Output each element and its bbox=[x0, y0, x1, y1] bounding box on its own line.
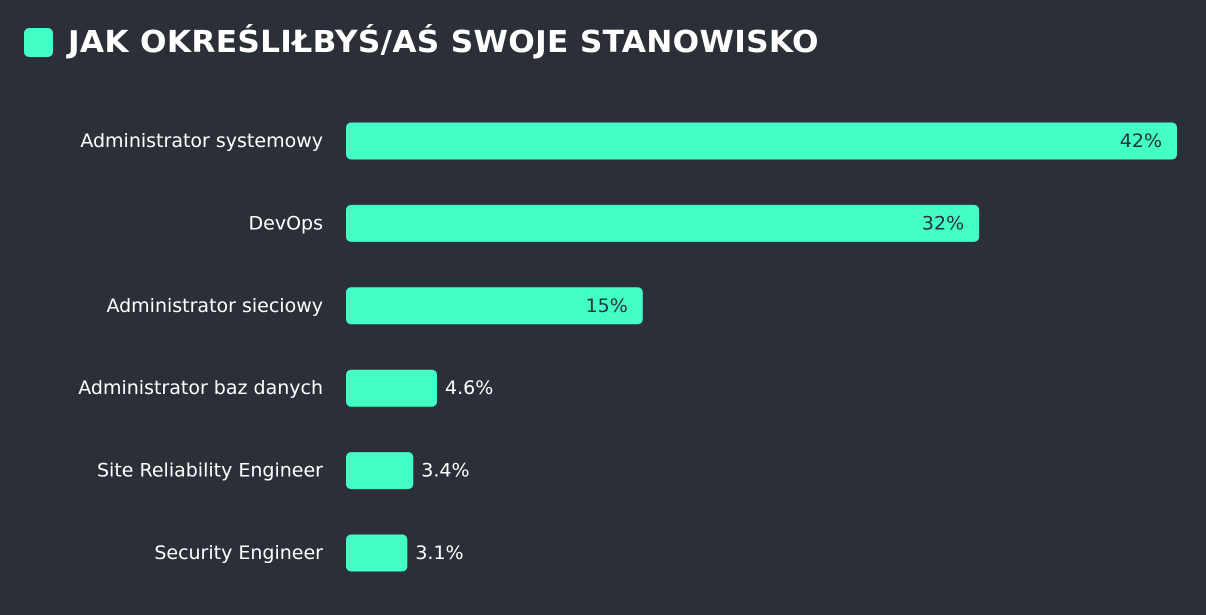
bar bbox=[346, 369, 438, 407]
chart-header: JAK OKREŚLIŁBYŚ/AŚ SWOJE STANOWISKO bbox=[24, 22, 819, 62]
category-label: Security Engineer bbox=[154, 542, 323, 564]
value-label: 15% bbox=[586, 295, 628, 317]
title-marker-icon bbox=[24, 27, 53, 57]
bar bbox=[346, 204, 980, 242]
category-label: DevOps bbox=[249, 212, 323, 234]
value-label: 3.1% bbox=[415, 542, 463, 564]
category-label: Site Reliability Engineer bbox=[97, 460, 323, 482]
bar bbox=[346, 534, 408, 572]
value-label: 32% bbox=[922, 212, 964, 234]
value-label: 3.4% bbox=[421, 460, 469, 482]
value-label: 42% bbox=[1120, 130, 1162, 152]
category-label: Administrator systemowy bbox=[80, 130, 323, 152]
value-label: 4.6% bbox=[445, 377, 493, 399]
bar bbox=[346, 287, 643, 325]
category-label: Administrator baz danych bbox=[78, 377, 323, 399]
category-label: Administrator sieciowy bbox=[106, 295, 323, 317]
chart-title: JAK OKREŚLIŁBYŚ/AŚ SWOJE STANOWISKO bbox=[68, 24, 819, 60]
bar bbox=[346, 452, 414, 490]
bar bbox=[346, 122, 1177, 160]
